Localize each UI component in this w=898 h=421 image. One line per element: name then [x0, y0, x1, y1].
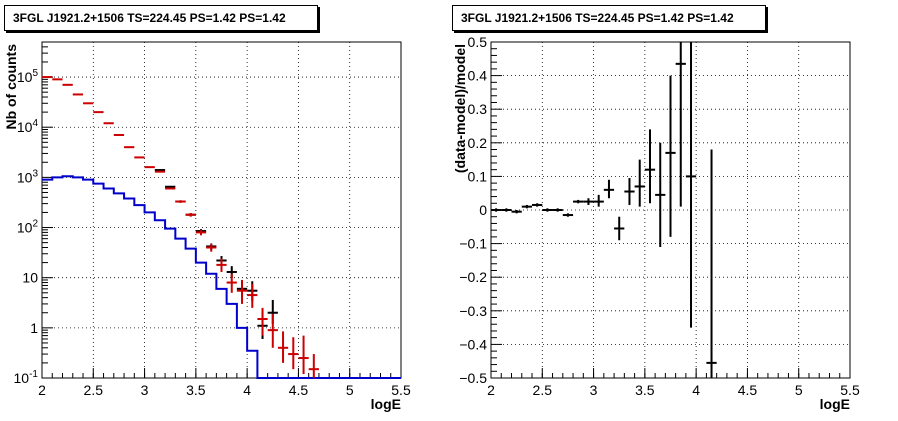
left-x-tick-label: 2.5 — [84, 382, 104, 398]
right-y-tick-label: −0.4 — [459, 336, 487, 352]
right-y-tick-label: 0 — [479, 202, 487, 218]
right-x-tick-label: 2 — [487, 382, 495, 398]
right-x-tick-label: 5 — [795, 382, 803, 398]
left-x-tick-label: 3 — [141, 382, 149, 398]
left-x-axis-label: logE — [371, 396, 401, 412]
left-model-line — [42, 175, 401, 379]
left-y-tick-label: 10 — [22, 270, 38, 286]
right-x-tick-label: 5.5 — [840, 382, 860, 398]
right-y-tick-label: 0.4 — [468, 68, 488, 84]
right-x-tick-label: 4 — [692, 382, 700, 398]
right-y-tick-label: 0.2 — [468, 135, 488, 151]
right-y-tick-label: 0.1 — [468, 168, 488, 184]
left-x-tick-label: 4.5 — [289, 382, 309, 398]
left-y-tick-label: 102 — [17, 219, 39, 236]
right-x-tick-label: 3 — [590, 382, 598, 398]
left-x-tick-label: 4 — [243, 382, 251, 398]
left-x-tick-label: 3.5 — [186, 382, 206, 398]
right-chart-title: 3FGL J1921.2+1506 TS=224.45 PS=1.42 PS=1… — [452, 5, 766, 31]
right-x-axis-label: logE — [820, 396, 850, 412]
left-x-tick-label: 2 — [38, 382, 46, 398]
left-y-axis-label: Nb of counts — [3, 44, 19, 130]
left-x-tick-label: 5.5 — [391, 382, 411, 398]
left-x-tick-label: 5 — [346, 382, 354, 398]
right-x-tick-label: 3.5 — [635, 382, 655, 398]
left-y-tick-label: 1 — [30, 320, 38, 336]
left-y-tick-label: 105 — [17, 68, 39, 85]
right-y-tick-label: −0.3 — [459, 303, 487, 319]
right-y-axis-label: (data-model)/model — [452, 44, 468, 173]
right-y-tick-label: −0.1 — [459, 236, 487, 252]
right-x-tick-label: 4.5 — [738, 382, 758, 398]
left-y-tick-label: 104 — [17, 118, 39, 135]
right-y-tick-label: −0.2 — [459, 269, 487, 285]
right-x-tick-label: 2.5 — [533, 382, 553, 398]
left-frame — [41, 41, 402, 379]
right-y-tick-label: −0.5 — [459, 370, 487, 386]
left-y-tick-label: 103 — [17, 168, 39, 185]
left-y-tick-label: 10-1 — [14, 369, 39, 386]
right-y-tick-label: 0.3 — [468, 101, 488, 117]
left-chart-title: 3FGL J1921.2+1506 TS=224.45 PS=1.42 PS=1… — [4, 5, 318, 31]
right-y-tick-label: 0.5 — [468, 34, 488, 50]
